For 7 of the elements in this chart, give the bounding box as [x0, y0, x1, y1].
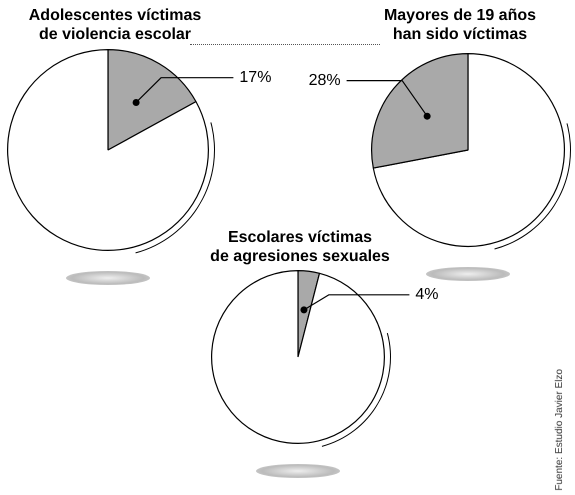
source-note: Fuente: Estudio Javier Elzo [554, 369, 565, 491]
data-label: 4% [415, 286, 439, 304]
chart-title: Adolescentes víctimas de violencia escolar [28, 6, 202, 44]
chart-title: Mayores de 19 años han sido víctimas [382, 6, 538, 44]
chart-title: Escolares víctimas de agresiones sexuales [209, 228, 391, 266]
data-label: 28% [308, 72, 341, 89]
data-label: 17% [239, 69, 272, 86]
